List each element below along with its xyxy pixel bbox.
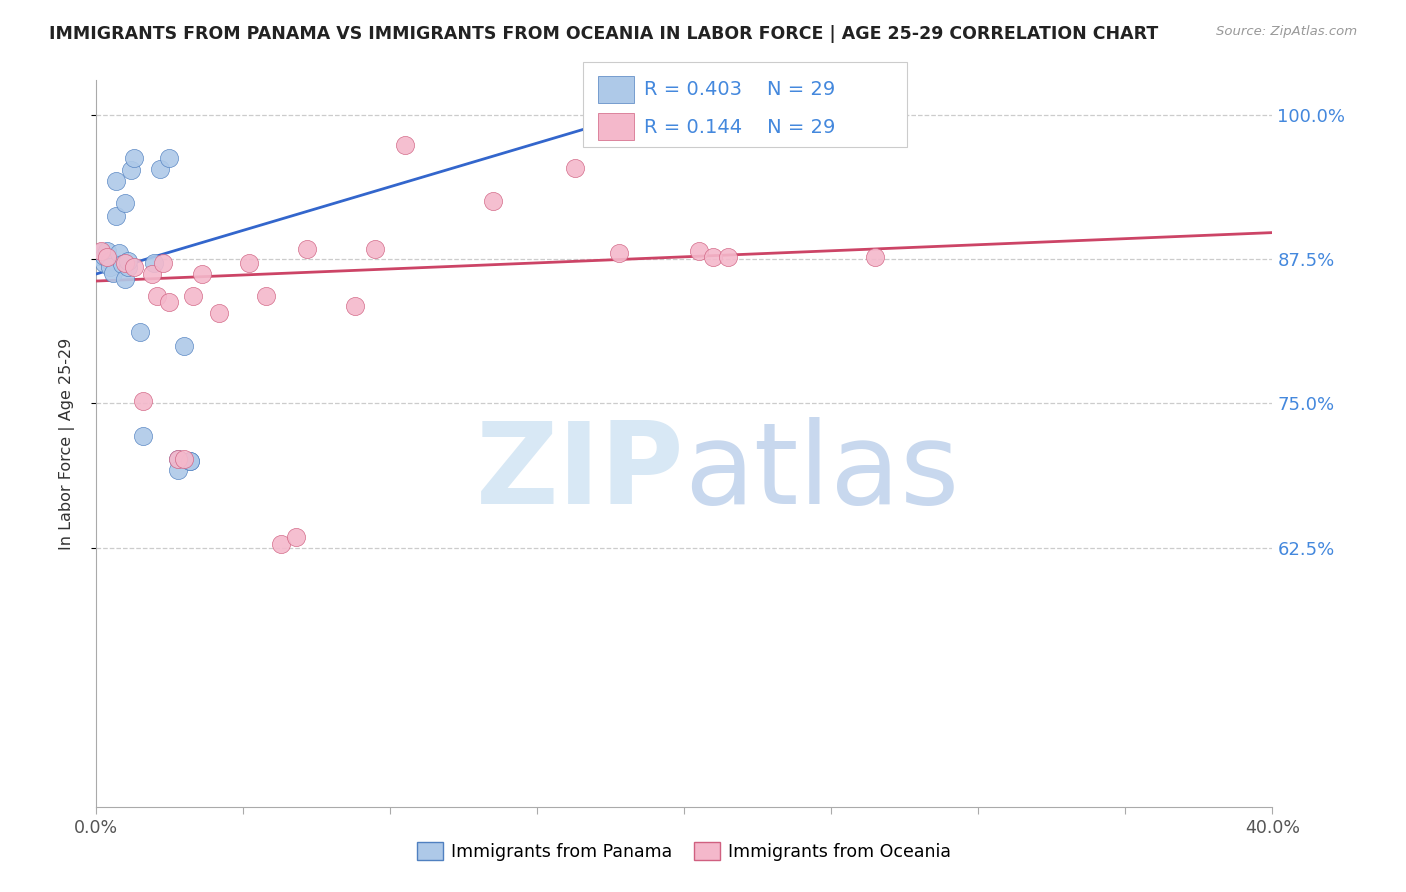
Point	[103, 266, 125, 280]
Point	[270, 537, 292, 551]
Point	[481, 194, 503, 209]
Point	[96, 250, 118, 264]
Text: ZIP: ZIP	[475, 417, 685, 528]
Point	[90, 245, 112, 260]
Point	[87, 249, 110, 263]
Text: atlas: atlas	[685, 417, 959, 528]
Point	[702, 250, 724, 264]
Legend: Immigrants from Panama, Immigrants from Oceania: Immigrants from Panama, Immigrants from …	[409, 835, 959, 868]
Point	[152, 255, 174, 269]
Point	[364, 242, 387, 256]
Point	[167, 451, 190, 466]
Point	[122, 151, 145, 165]
Point	[117, 254, 139, 268]
Point	[157, 151, 180, 165]
Point	[297, 242, 319, 256]
Point	[179, 454, 201, 468]
Point	[614, 108, 637, 122]
Text: Source: ZipAtlas.com: Source: ZipAtlas.com	[1216, 25, 1357, 38]
Point	[688, 244, 710, 258]
Point	[114, 195, 136, 210]
Point	[90, 244, 112, 258]
Point	[98, 260, 121, 275]
Text: IMMIGRANTS FROM PANAMA VS IMMIGRANTS FROM OCEANIA IN LABOR FORCE | AGE 25-29 COR: IMMIGRANTS FROM PANAMA VS IMMIGRANTS FRO…	[49, 25, 1159, 43]
Point	[128, 325, 150, 339]
Y-axis label: In Labor Force | Age 25-29: In Labor Force | Age 25-29	[59, 338, 75, 549]
Point	[114, 255, 136, 269]
Point	[105, 174, 128, 188]
Point	[131, 394, 153, 409]
Point	[131, 428, 153, 442]
Point	[96, 244, 118, 258]
Point	[343, 300, 366, 314]
Point	[120, 163, 142, 178]
Point	[179, 454, 201, 468]
Point	[93, 255, 115, 269]
Point	[190, 267, 212, 281]
Point	[173, 451, 195, 466]
Point	[149, 162, 172, 177]
Point	[143, 255, 166, 269]
Point	[146, 289, 169, 303]
Point	[141, 267, 163, 281]
Point	[167, 451, 190, 466]
Point	[394, 137, 416, 152]
Point	[122, 260, 145, 275]
Point	[254, 289, 277, 303]
Point	[208, 306, 231, 320]
Point	[108, 246, 131, 260]
Point	[284, 530, 307, 544]
Point	[607, 246, 630, 260]
Point	[111, 257, 134, 271]
Point	[865, 250, 887, 264]
Point	[181, 289, 204, 303]
Point	[98, 254, 121, 268]
Point	[157, 294, 180, 309]
Text: R = 0.144    N = 29: R = 0.144 N = 29	[644, 118, 835, 136]
Point	[105, 210, 128, 224]
Point	[117, 260, 139, 275]
Point	[93, 249, 115, 263]
Point	[717, 250, 740, 264]
Point	[114, 272, 136, 286]
Text: R = 0.403    N = 29: R = 0.403 N = 29	[644, 80, 835, 99]
Point	[173, 339, 195, 353]
Point	[167, 463, 190, 477]
Point	[238, 255, 260, 269]
Point	[564, 161, 586, 175]
